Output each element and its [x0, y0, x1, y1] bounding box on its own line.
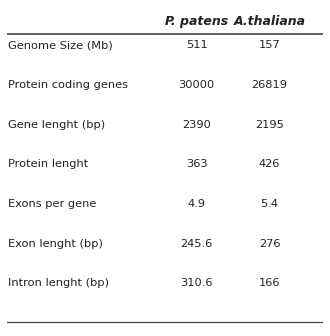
Text: 426: 426	[259, 160, 280, 169]
Text: 166: 166	[259, 279, 280, 289]
Text: A.thaliana: A.thaliana	[234, 15, 306, 28]
Text: 30000: 30000	[179, 80, 215, 90]
Text: 2390: 2390	[182, 120, 211, 130]
Text: 4.9: 4.9	[188, 199, 206, 209]
Text: Genome Size (Mb): Genome Size (Mb)	[8, 40, 113, 50]
Text: Protein coding genes: Protein coding genes	[8, 80, 128, 90]
Text: Gene lenght (bp): Gene lenght (bp)	[8, 120, 105, 130]
Text: 245.6: 245.6	[181, 239, 213, 249]
Text: 157: 157	[259, 40, 280, 50]
Text: 2195: 2195	[255, 120, 284, 130]
Text: Exons per gene: Exons per gene	[8, 199, 97, 209]
Text: 363: 363	[186, 160, 208, 169]
Text: Protein lenght: Protein lenght	[8, 160, 88, 169]
Text: Intron lenght (bp): Intron lenght (bp)	[8, 279, 109, 289]
Text: 511: 511	[186, 40, 208, 50]
Text: 26819: 26819	[251, 80, 287, 90]
Text: P. patens: P. patens	[165, 15, 228, 28]
Text: 5.4: 5.4	[261, 199, 279, 209]
Text: 310.6: 310.6	[181, 279, 213, 289]
Text: 276: 276	[259, 239, 280, 249]
Text: Exon lenght (bp): Exon lenght (bp)	[8, 239, 103, 249]
